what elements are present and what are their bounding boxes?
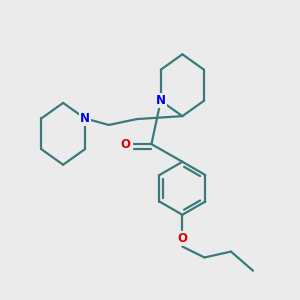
Text: N: N: [80, 112, 90, 125]
Text: O: O: [177, 232, 188, 245]
Text: N: N: [156, 94, 166, 107]
Text: O: O: [120, 138, 130, 151]
